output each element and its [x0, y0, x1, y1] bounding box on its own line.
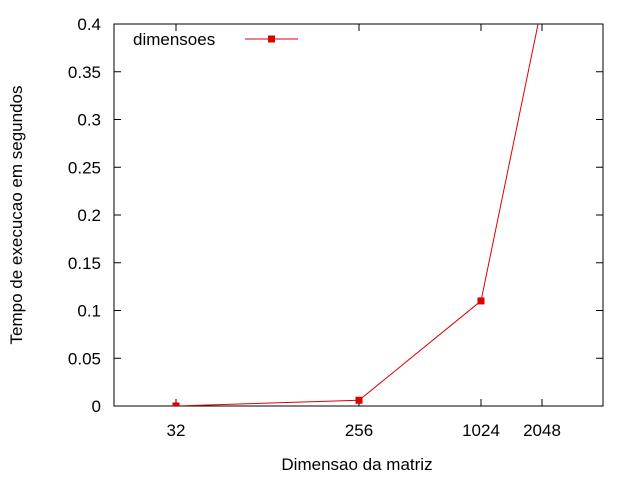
y-tick-label: 0.3	[77, 111, 101, 130]
data-point	[172, 402, 180, 406]
x-tick-label: 2048	[523, 421, 561, 440]
y-tick-label: 0.25	[68, 158, 101, 177]
data-point	[355, 396, 363, 404]
y-tick-label: 0.35	[68, 63, 101, 82]
y-tick-label: 0.1	[77, 302, 101, 321]
plot-frame	[113, 23, 604, 407]
y-tick-label: 0.05	[68, 349, 101, 368]
series-layer	[172, 24, 539, 406]
series-line	[175, 24, 539, 406]
y-tick-label: 0.15	[68, 254, 101, 273]
x-axis-title: Dimensao da matriz	[281, 455, 432, 474]
legend-marker	[268, 35, 275, 43]
x-tick-label: 32	[167, 421, 186, 440]
legend: dimensoes	[133, 30, 298, 49]
x-axis: 32 256 1024 2048	[167, 24, 561, 440]
data-point	[477, 297, 485, 305]
plot-border	[113, 23, 604, 407]
y-axis-title: Tempo de execucao em segundos	[7, 86, 26, 345]
x-tick-label: 1024	[462, 421, 500, 440]
legend-label: dimensoes	[133, 30, 215, 49]
y-tick-label: 0	[92, 397, 101, 416]
y-tick-label: 0.2	[77, 206, 101, 225]
y-axis: 0 0.05 0.1 0.15 0.2 0.25 0.3 0.35 0.4	[68, 15, 603, 416]
x-tick-label: 256	[345, 421, 373, 440]
y-tick-label: 0.4	[77, 15, 101, 34]
